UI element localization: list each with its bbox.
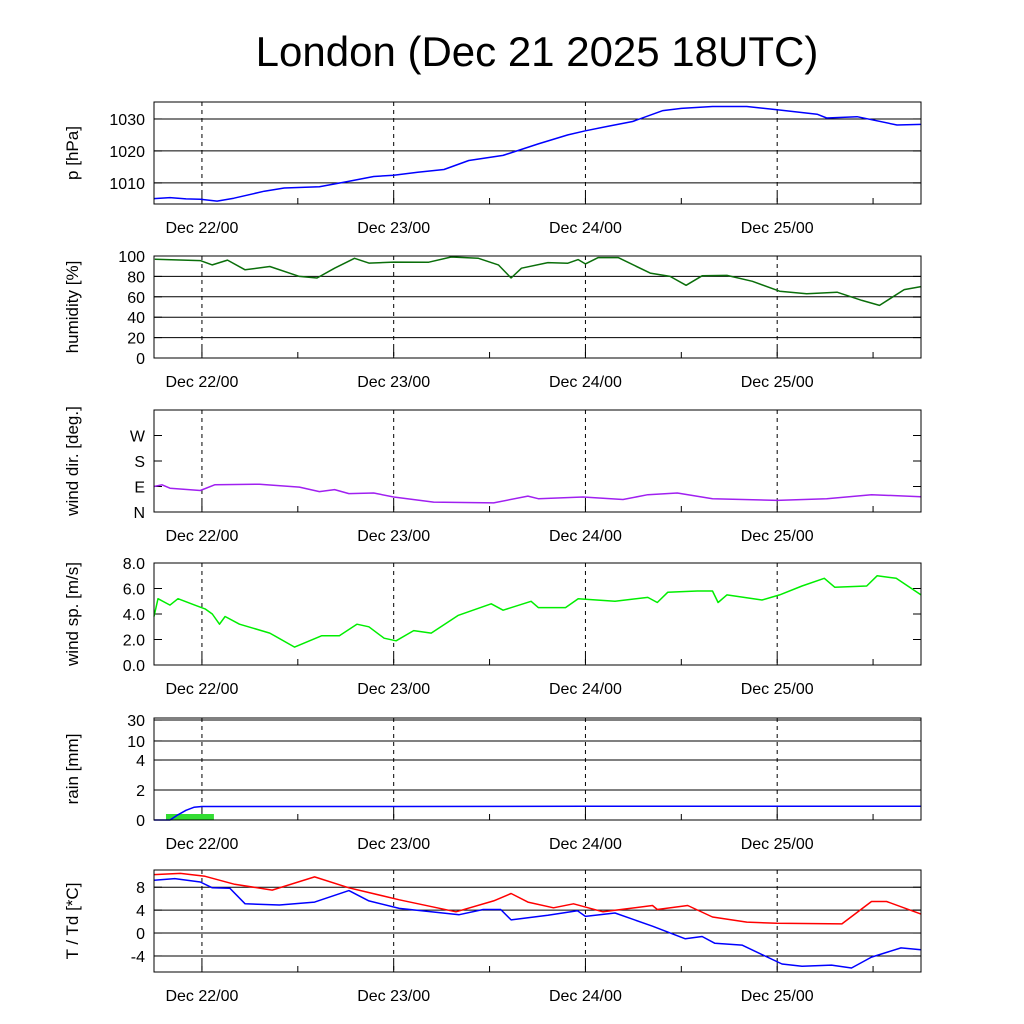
pressure-tick-label: 1020 bbox=[109, 144, 145, 161]
rain-tick-label: 30 bbox=[127, 713, 145, 730]
wind-speed-date-label: Dec 22/00 bbox=[165, 681, 238, 698]
temperature-series-t bbox=[153, 872, 922, 925]
pressure-tick-label: 1030 bbox=[109, 112, 145, 129]
humidity-date-label: Dec 23/00 bbox=[357, 374, 430, 391]
temperature-frame bbox=[153, 869, 922, 973]
humidity-series-humidity bbox=[154, 256, 922, 307]
wind-direction-tick-label: S bbox=[134, 454, 145, 471]
wind-speed-axis-label: wind sp. [m/s] bbox=[63, 562, 82, 667]
wind-speed-tick-label: 6.0 bbox=[123, 582, 145, 599]
rain-bar bbox=[165, 814, 214, 820]
humidity-date-label: Dec 24/00 bbox=[549, 374, 622, 391]
temperature-series-td bbox=[153, 877, 922, 969]
rain-frame bbox=[153, 717, 922, 821]
humidity-tick-label: 60 bbox=[127, 290, 145, 307]
rain-date-label: Dec 25/00 bbox=[741, 836, 814, 853]
wind-direction-tick-label: N bbox=[133, 505, 145, 522]
humidity-tick-label: 40 bbox=[127, 310, 145, 327]
temperature-date-label: Dec 25/00 bbox=[741, 988, 814, 1005]
wind-speed-frame bbox=[153, 562, 922, 666]
pressure-date-label: Dec 22/00 bbox=[165, 220, 238, 237]
wind-direction-date-label: Dec 24/00 bbox=[549, 528, 622, 545]
humidity-tick-label: 80 bbox=[127, 269, 145, 286]
pressure-date-label: Dec 25/00 bbox=[741, 220, 814, 237]
rain-date-label: Dec 23/00 bbox=[357, 836, 430, 853]
pressure-frame bbox=[153, 101, 922, 205]
pressure-series-pressure bbox=[153, 105, 922, 202]
wind-speed-tick-label: 4.0 bbox=[123, 607, 145, 624]
humidity-date-label: Dec 25/00 bbox=[741, 374, 814, 391]
temperature-tick-label: 8 bbox=[136, 880, 145, 897]
wind-speed-tick-label: 0.0 bbox=[123, 658, 145, 675]
wind-direction-frame bbox=[153, 409, 922, 513]
humidity-date-label: Dec 22/00 bbox=[165, 374, 238, 391]
wind-speed-series-wind-speed bbox=[153, 575, 922, 648]
rain-tick-label: 10 bbox=[127, 734, 145, 751]
rain-tick-label: 2 bbox=[136, 783, 145, 800]
wind-speed-tick-label: 2.0 bbox=[123, 633, 145, 650]
temperature-axis-label: T / Td [*C] bbox=[63, 883, 82, 960]
humidity-frame bbox=[153, 255, 922, 359]
wind-speed-date-label: Dec 24/00 bbox=[549, 681, 622, 698]
wind-direction-date-label: Dec 22/00 bbox=[165, 528, 238, 545]
wind-speed-date-label: Dec 23/00 bbox=[357, 681, 430, 698]
humidity-tick-label: 0 bbox=[136, 351, 145, 368]
temperature-tick-label: -4 bbox=[131, 949, 145, 966]
rain-tick-label: 4 bbox=[136, 753, 145, 770]
wind-direction-series-wind-direction bbox=[153, 483, 922, 504]
rain-series-accumulated-rain bbox=[154, 805, 921, 821]
temperature-tick-label: 4 bbox=[136, 903, 145, 920]
pressure-tick-label: 1010 bbox=[109, 176, 145, 193]
rain-date-label: Dec 24/00 bbox=[549, 836, 622, 853]
wind-direction-tick-label: E bbox=[134, 480, 145, 497]
temperature-date-label: Dec 24/00 bbox=[549, 988, 622, 1005]
pressure-date-label: Dec 24/00 bbox=[549, 220, 622, 237]
chart-title: London (Dec 21 2025 18UTC) bbox=[256, 28, 819, 75]
rain-tick-label: 0 bbox=[136, 813, 145, 830]
humidity-tick-label: 100 bbox=[118, 249, 145, 266]
wind-speed-date-label: Dec 25/00 bbox=[741, 681, 814, 698]
humidity-tick-label: 20 bbox=[127, 331, 145, 348]
wind-direction-axis-label: wind dir. [deg.] bbox=[63, 406, 82, 517]
rain-axis-label: rain [mm] bbox=[63, 734, 82, 805]
rain-date-label: Dec 22/00 bbox=[165, 836, 238, 853]
temperature-date-label: Dec 22/00 bbox=[165, 988, 238, 1005]
wind-direction-date-label: Dec 25/00 bbox=[741, 528, 814, 545]
pressure-date-label: Dec 23/00 bbox=[357, 220, 430, 237]
wind-direction-date-label: Dec 23/00 bbox=[357, 528, 430, 545]
humidity-axis-label: humidity [%] bbox=[63, 261, 82, 354]
pressure-axis-label: p [hPa] bbox=[63, 126, 82, 180]
wind-speed-tick-label: 8.0 bbox=[123, 556, 145, 573]
temperature-date-label: Dec 23/00 bbox=[357, 988, 430, 1005]
temperature-tick-label: 0 bbox=[136, 926, 145, 943]
wind-direction-tick-label: W bbox=[130, 429, 146, 446]
